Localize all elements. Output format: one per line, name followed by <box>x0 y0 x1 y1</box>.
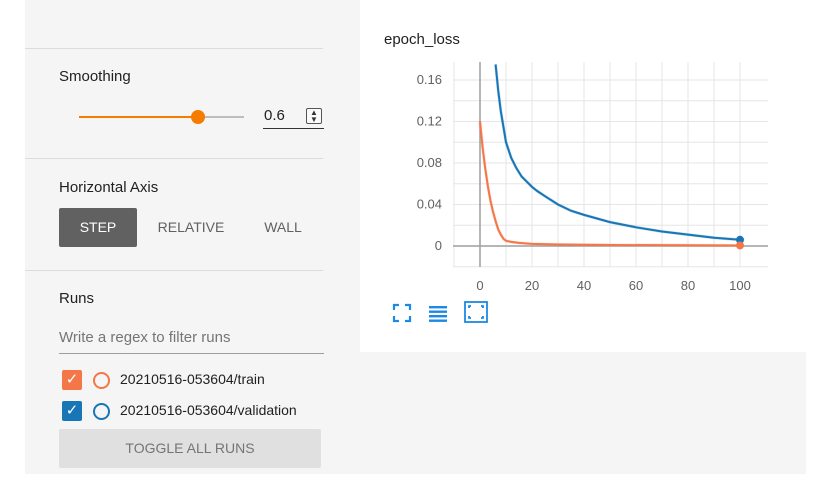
run-validation-color-icon[interactable] <box>93 403 110 420</box>
data-table-icon[interactable] <box>428 303 448 323</box>
smoothing-value-input[interactable]: 0.6 ▲ ▼ <box>263 104 324 129</box>
y-tick-label: 0 <box>435 238 442 253</box>
run-train-color-icon[interactable] <box>93 372 110 389</box>
settings-sidebar: Smoothing 0.6 ▲ ▼ Horizontal Axis STEP RE… <box>25 0 360 474</box>
chart-card: epoch_loss 0 0.04 0.08 0.12 0.16 0 20 40 60 80 100 <box>360 0 806 352</box>
run-validation-checkbox[interactable]: ✓ <box>62 401 82 421</box>
x-tick-label: 20 <box>525 278 539 293</box>
run-train-label: 20210516-053604/train <box>120 371 265 387</box>
horizontal-axis-title: Horizontal Axis <box>59 179 159 196</box>
run-validation-label: 20210516-053604/validation <box>120 402 297 418</box>
main-area-background <box>360 352 806 474</box>
x-tick-label: 0 <box>476 278 483 293</box>
smoothing-slider-fill <box>79 116 198 118</box>
runs-title: Runs <box>59 290 95 307</box>
series-line <box>494 64 741 241</box>
run-filter-placeholder: Write a regex to filter runs <box>59 329 231 346</box>
x-tick-label: 100 <box>729 278 751 293</box>
smoothing-value: 0.6 <box>264 107 285 124</box>
chart-title: epoch_loss <box>384 31 460 48</box>
smoothing-slider-thumb[interactable] <box>190 110 205 124</box>
expand-chart-icon[interactable] <box>464 301 488 323</box>
smoothing-title: Smoothing <box>59 68 131 85</box>
fit-domain-icon[interactable] <box>392 303 412 323</box>
smoothing-slider[interactable] <box>79 110 244 124</box>
divider <box>25 158 323 159</box>
loss-chart[interactable]: 0 0.04 0.08 0.12 0.16 0 20 40 60 80 100 <box>360 0 806 300</box>
y-tick-label: 0.08 <box>417 155 442 170</box>
axis-relative-button[interactable]: RELATIVE <box>157 219 225 235</box>
axis-step-button[interactable]: STEP <box>59 208 137 247</box>
y-tick-label: 0.12 <box>417 114 442 129</box>
y-tick-label: 0.04 <box>417 197 442 212</box>
axis-wall-button[interactable]: WALL <box>264 219 302 235</box>
y-tick-label: 0.16 <box>417 72 442 87</box>
divider <box>25 270 323 271</box>
series-end-point <box>736 241 744 250</box>
x-tick-label: 80 <box>681 278 695 293</box>
x-tick-label: 40 <box>577 278 591 293</box>
divider <box>25 48 323 49</box>
spinner-arrows-icon[interactable]: ▲ ▼ <box>306 108 322 124</box>
series-end-point <box>736 235 744 244</box>
series-line <box>479 121 741 247</box>
run-filter-input[interactable]: Write a regex to filter runs <box>59 324 324 354</box>
run-train-checkbox[interactable]: ✓ <box>62 370 82 390</box>
x-tick-label: 60 <box>629 278 643 293</box>
toggle-all-runs-button[interactable]: TOGGLE ALL RUNS <box>59 429 321 468</box>
